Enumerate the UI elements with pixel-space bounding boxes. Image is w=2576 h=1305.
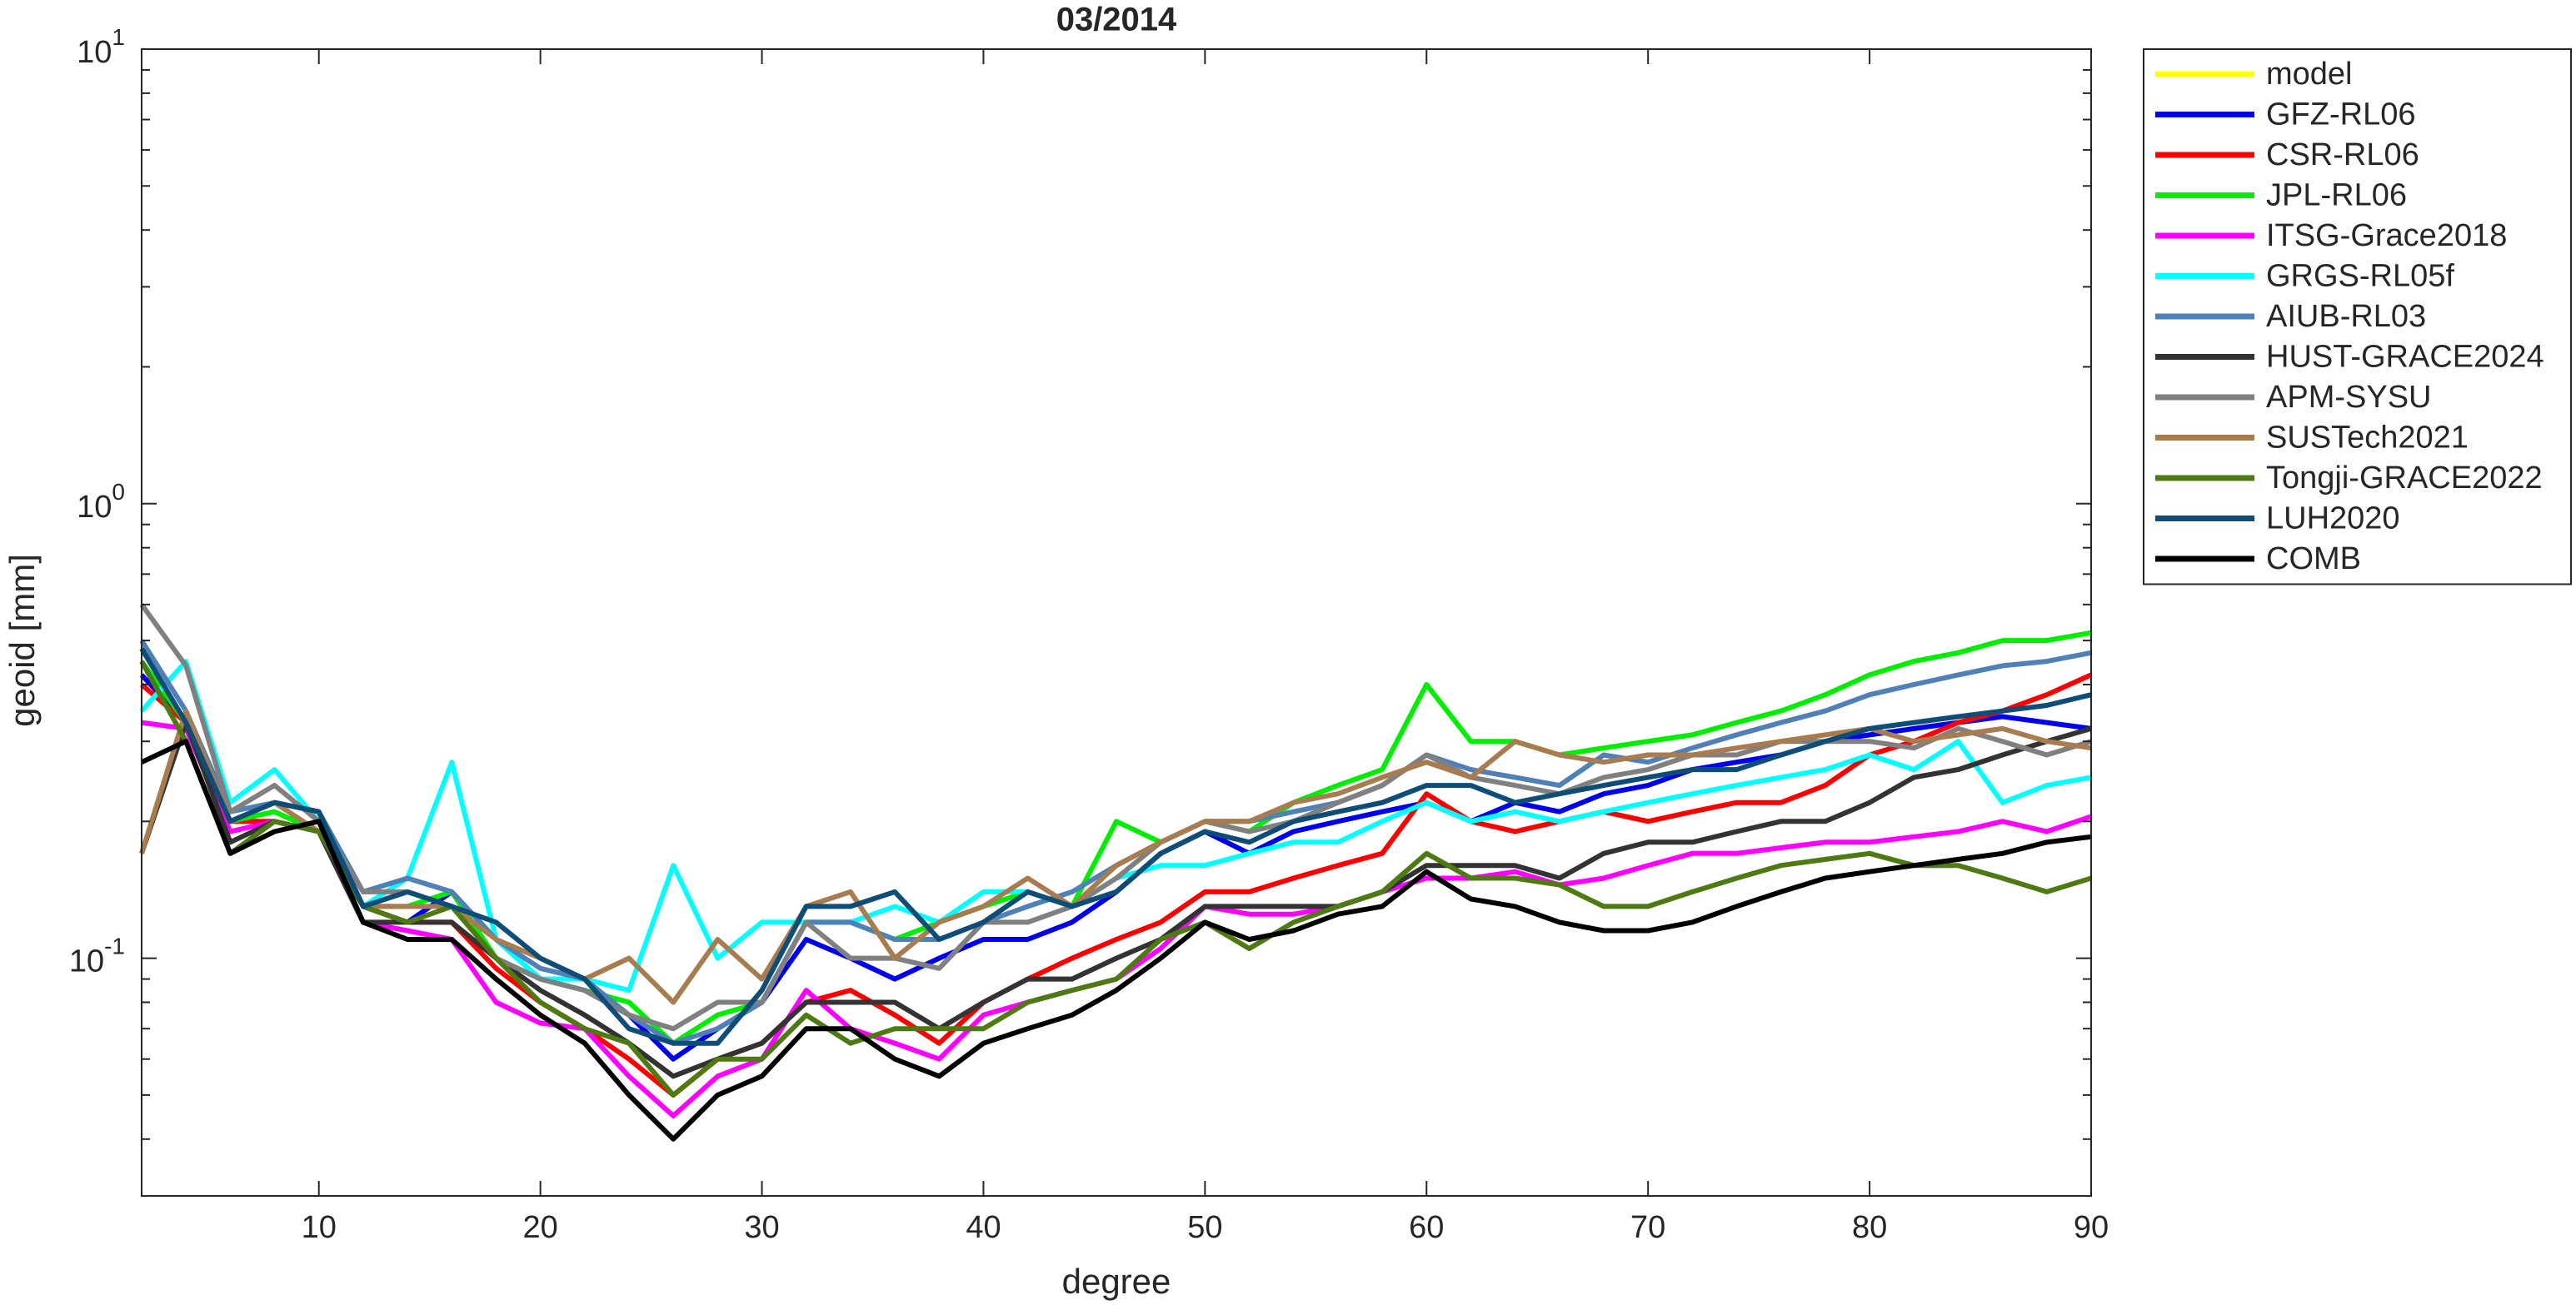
legend-label: AIUB-RL03 bbox=[2266, 299, 2426, 334]
x-tick-label: 40 bbox=[966, 1210, 1001, 1245]
legend-label: JPL-RL06 bbox=[2266, 178, 2407, 213]
y-tick-base: 10 bbox=[77, 490, 112, 525]
y-tick-exponent: -1 bbox=[104, 934, 125, 959]
y-tick-base: 10 bbox=[69, 944, 104, 979]
y-tick-label: 100 bbox=[77, 479, 125, 525]
series-line bbox=[139, 647, 2092, 1046]
y-tick-exponent: 1 bbox=[112, 24, 125, 50]
legend-label: HUST-GRACE2024 bbox=[2266, 340, 2544, 375]
y-tick-exponent: 0 bbox=[112, 479, 125, 505]
x-tick-label: 60 bbox=[1409, 1210, 1444, 1245]
x-tick-label: 20 bbox=[522, 1210, 557, 1245]
legend-label: CSR-RL06 bbox=[2266, 137, 2419, 172]
series-line bbox=[139, 708, 2092, 1005]
x-tick-label: 90 bbox=[2074, 1210, 2109, 1245]
legend-label: APM-SYSU bbox=[2266, 380, 2431, 415]
legend-label: COMB bbox=[2266, 541, 2361, 576]
legend-label: GFZ-RL06 bbox=[2266, 97, 2415, 132]
y-tick-label: 10-1 bbox=[69, 934, 125, 979]
x-tick-label: 10 bbox=[302, 1210, 337, 1245]
x-axis-label: degree bbox=[1062, 1262, 1171, 1301]
y-axis-label: geoid [mm] bbox=[2, 554, 42, 727]
series-line bbox=[140, 672, 2093, 1098]
series-line bbox=[140, 739, 2092, 1142]
axes-box bbox=[141, 48, 2092, 1197]
x-tick-label: 70 bbox=[1630, 1210, 1665, 1245]
x-tick-label: 50 bbox=[1187, 1210, 1222, 1245]
legend-label: SUSTech2021 bbox=[2266, 421, 2469, 456]
plot-area bbox=[142, 49, 2091, 1196]
legend-label: LUH2020 bbox=[2266, 501, 2400, 536]
chart-title: 03/2014 bbox=[1056, 2, 1177, 38]
series-line bbox=[139, 660, 2092, 1098]
legend-label: Tongji-GRACE2022 bbox=[2266, 461, 2543, 496]
y-tick-label: 101 bbox=[77, 24, 125, 70]
y-tick-base: 10 bbox=[77, 35, 112, 70]
legend-label: ITSG-Grace2018 bbox=[2266, 218, 2507, 253]
legend-label: model bbox=[2266, 57, 2353, 92]
legend-label: GRGS-RL05f bbox=[2266, 259, 2454, 294]
series-line bbox=[139, 720, 2092, 1079]
x-tick-label: 80 bbox=[1852, 1210, 1887, 1245]
x-tick-label: 30 bbox=[744, 1210, 779, 1245]
